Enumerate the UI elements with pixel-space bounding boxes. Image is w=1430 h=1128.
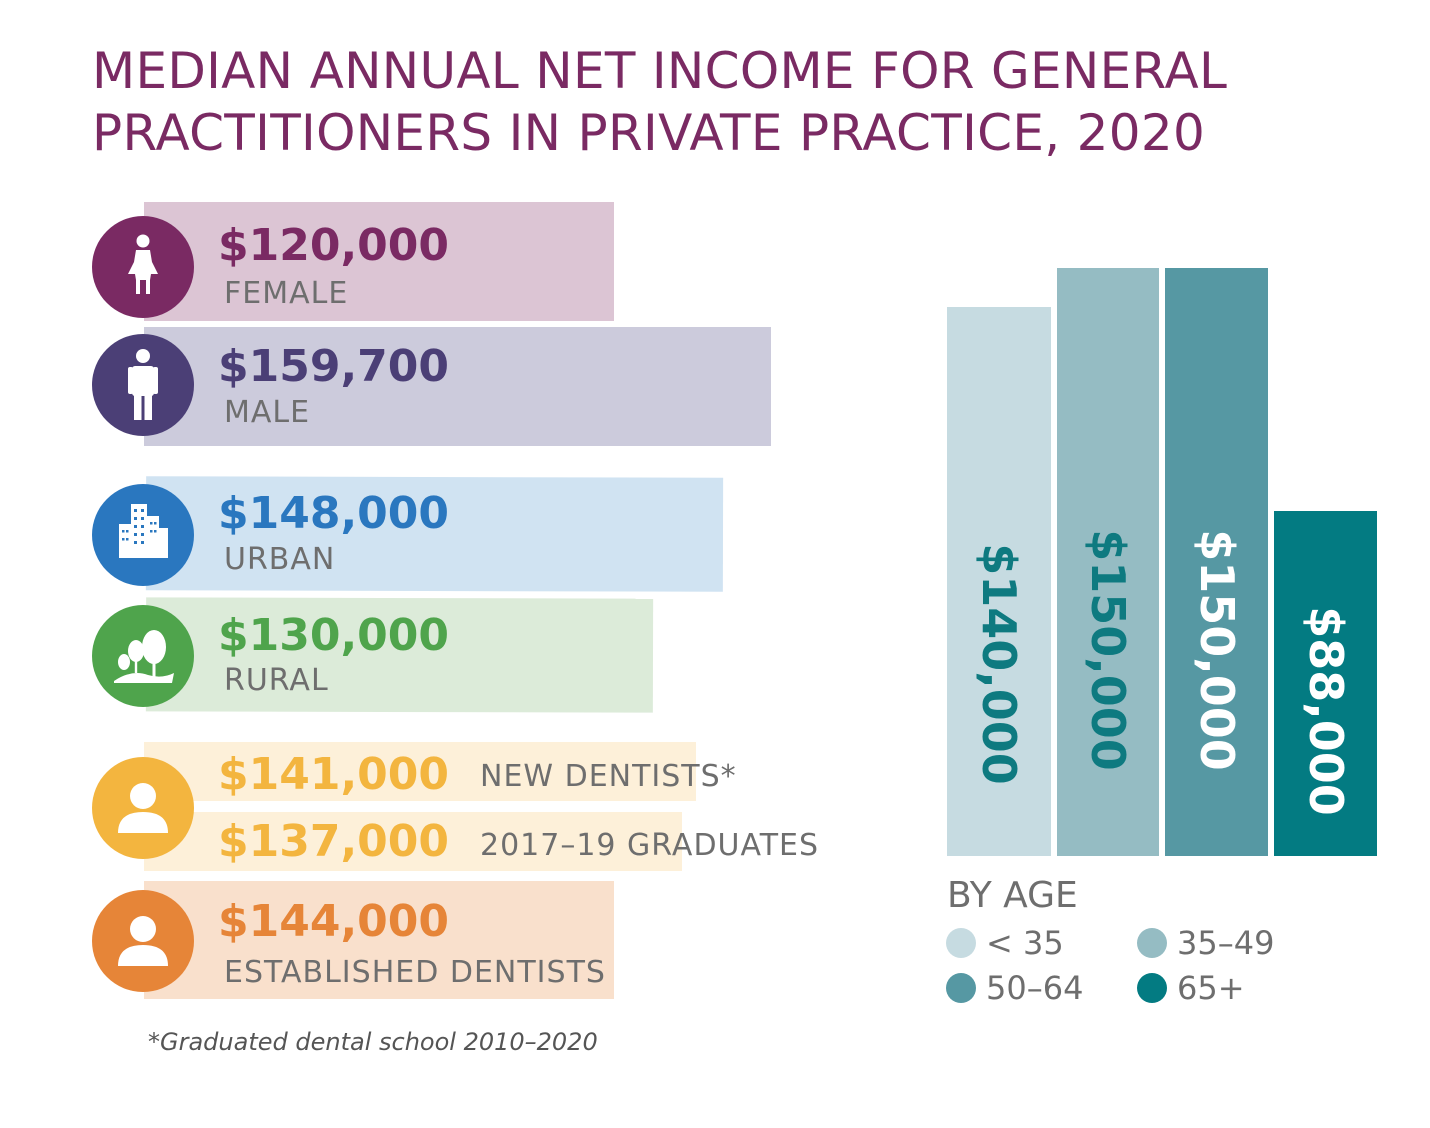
age-bar-35-49: $150,000 [1057, 268, 1159, 856]
age-bar-35-49-value: $150,000 [1081, 529, 1135, 771]
legend-dot [1137, 973, 1167, 1003]
city-buildings-icon [92, 484, 194, 586]
legend-item-50-64: 50–64 [946, 970, 1083, 1006]
legend-dot [946, 973, 976, 1003]
legend-label: 65+ [1177, 969, 1245, 1007]
legend-item-under-35: < 35 [946, 925, 1064, 961]
rural-category-label: RURAL [224, 663, 329, 698]
title-line-1: MEDIAN ANNUAL NET INCOME FOR GENERAL [92, 42, 1228, 100]
established-dentists-value-label: $144,000 [218, 896, 450, 947]
new-dentists-category-label: NEW DENTISTS* [480, 759, 737, 794]
established-dentists-bar [144, 881, 614, 999]
person-icon [92, 757, 194, 859]
male-icon [92, 334, 194, 436]
urban-category-label: URBAN [224, 542, 336, 577]
page-title: MEDIAN ANNUAL NET INCOME FOR GENERAL PRA… [92, 40, 1392, 164]
legend-label: 35–49 [1177, 924, 1275, 962]
graduates-bar [144, 812, 682, 871]
legend-label: < 35 [986, 924, 1064, 962]
female-value-label: $120,000 [218, 220, 450, 271]
legend-dot [946, 928, 976, 958]
male-bar [144, 327, 771, 446]
male-value-label: $159,700 [218, 341, 450, 392]
graduates-category-label: 2017–19 GRADUATES [480, 828, 820, 863]
person-icon [92, 890, 194, 992]
age-bar-65-plus: $88,000 [1274, 511, 1377, 856]
new-dentists-bar [144, 742, 696, 801]
male-category-label: MALE [224, 395, 311, 430]
new-dentists-value-label: $141,000 [218, 749, 450, 800]
female-bar [144, 202, 614, 321]
female-category-label: FEMALE [224, 276, 349, 311]
age-bar-65-plus-value: $88,000 [1298, 606, 1353, 816]
age-bar-under-35: $140,000 [947, 307, 1051, 856]
legend-item-35-49: 35–49 [1137, 925, 1274, 961]
age-bar-50-64: $150,000 [1165, 268, 1268, 856]
age-chart-title: BY AGE [947, 875, 1078, 916]
age-bar-under-35-value: $140,000 [972, 543, 1026, 785]
female-icon [92, 216, 194, 318]
footnote: *Graduated dental school 2010–2020 [148, 1028, 598, 1056]
legend-item-65-plus: 65+ [1137, 970, 1245, 1006]
established-dentists-category-label: ESTABLISHED DENTISTS [224, 955, 606, 990]
legend-dot [1137, 928, 1167, 958]
legend-label: 50–64 [986, 969, 1084, 1007]
trees-icon [92, 605, 194, 707]
title-line-2: PRACTITIONERS IN PRIVATE PRACTICE, 2020 [92, 104, 1206, 162]
rural-value-label: $130,000 [218, 610, 450, 661]
age-bar-50-64-value: $150,000 [1189, 529, 1244, 771]
graduates-value-label: $137,000 [218, 816, 450, 867]
urban-value-label: $148,000 [218, 488, 450, 539]
